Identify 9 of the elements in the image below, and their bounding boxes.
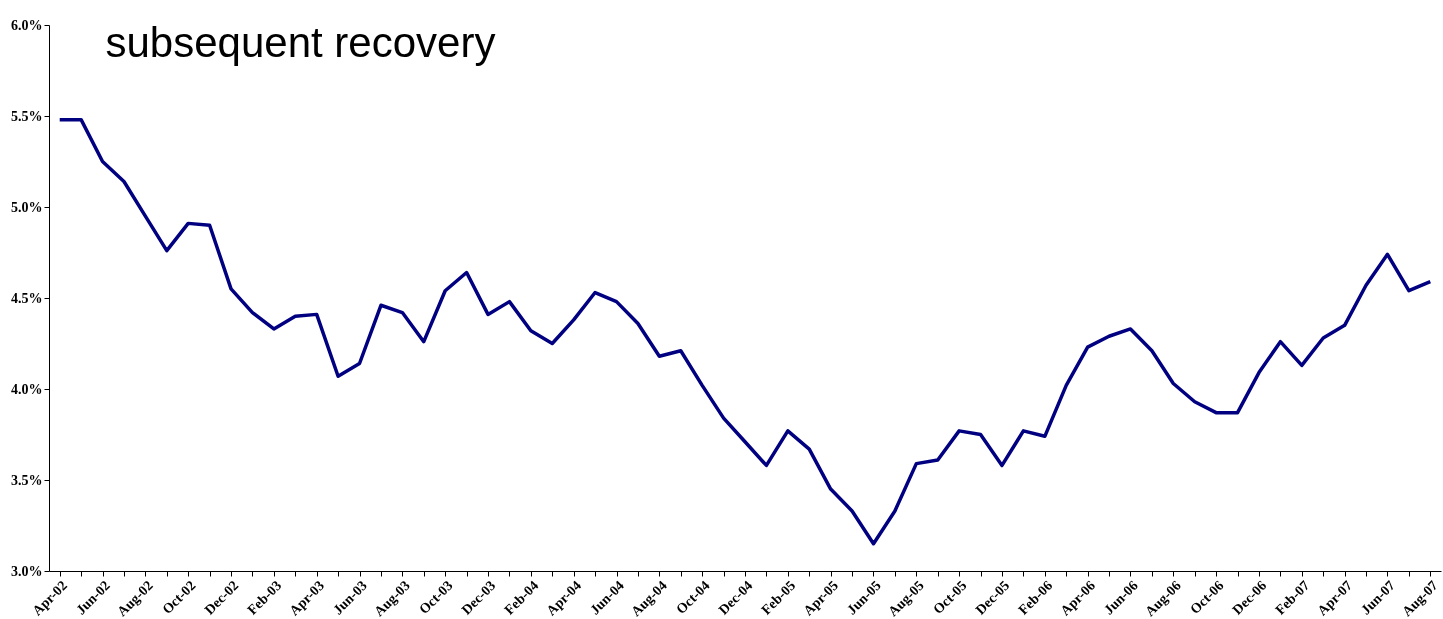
- y-tick-label: 6.0%: [11, 17, 43, 33]
- y-tick-label: 4.5%: [11, 290, 43, 306]
- y-tick-label: 4.0%: [11, 381, 43, 397]
- line-series: [57, 117, 1433, 546]
- y-tick-label: 3.0%: [11, 563, 43, 579]
- chart-title: subsequent recovery: [105, 19, 496, 66]
- y-tick-label: 3.5%: [11, 472, 43, 488]
- y-tick-label: 5.5%: [11, 108, 43, 124]
- y-tick-label: 5.0%: [11, 199, 43, 215]
